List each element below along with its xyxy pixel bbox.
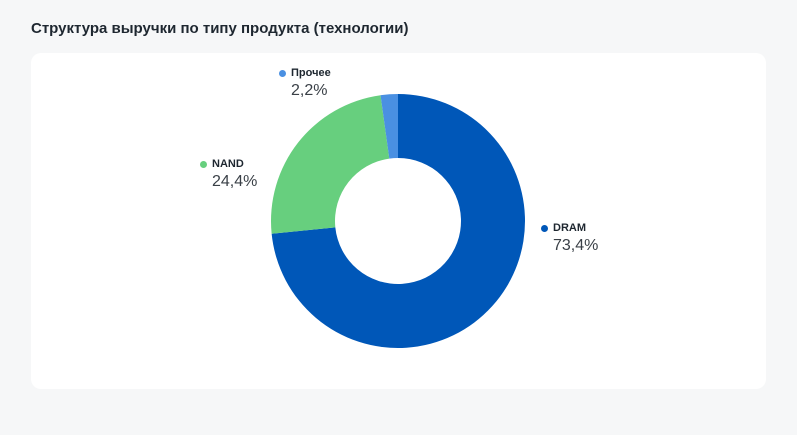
legend-dot-other [279,69,286,77]
slice-dram [271,94,526,348]
legend-value-nand: 24,4% [212,173,258,190]
legend-value-other: 2,2% [291,82,328,99]
legend-other: Прочее 2,2% [279,67,331,100]
chart-title: Структура выручки по типу продукта (техн… [31,20,409,37]
legend-label-nand: NAND [212,158,244,170]
legend-label-other: Прочее [291,67,331,79]
legend-label-dram: DRAM [553,222,586,234]
slice-прочее [380,94,398,159]
legend-dram: DRAM 73,4% [541,222,598,255]
slice-nand [271,95,390,234]
legend-nand: NAND 24,4% [200,158,257,191]
legend-dot-dram [541,224,548,232]
legend-dot-nand [200,160,207,168]
legend-value-dram: 73,4% [553,237,599,254]
